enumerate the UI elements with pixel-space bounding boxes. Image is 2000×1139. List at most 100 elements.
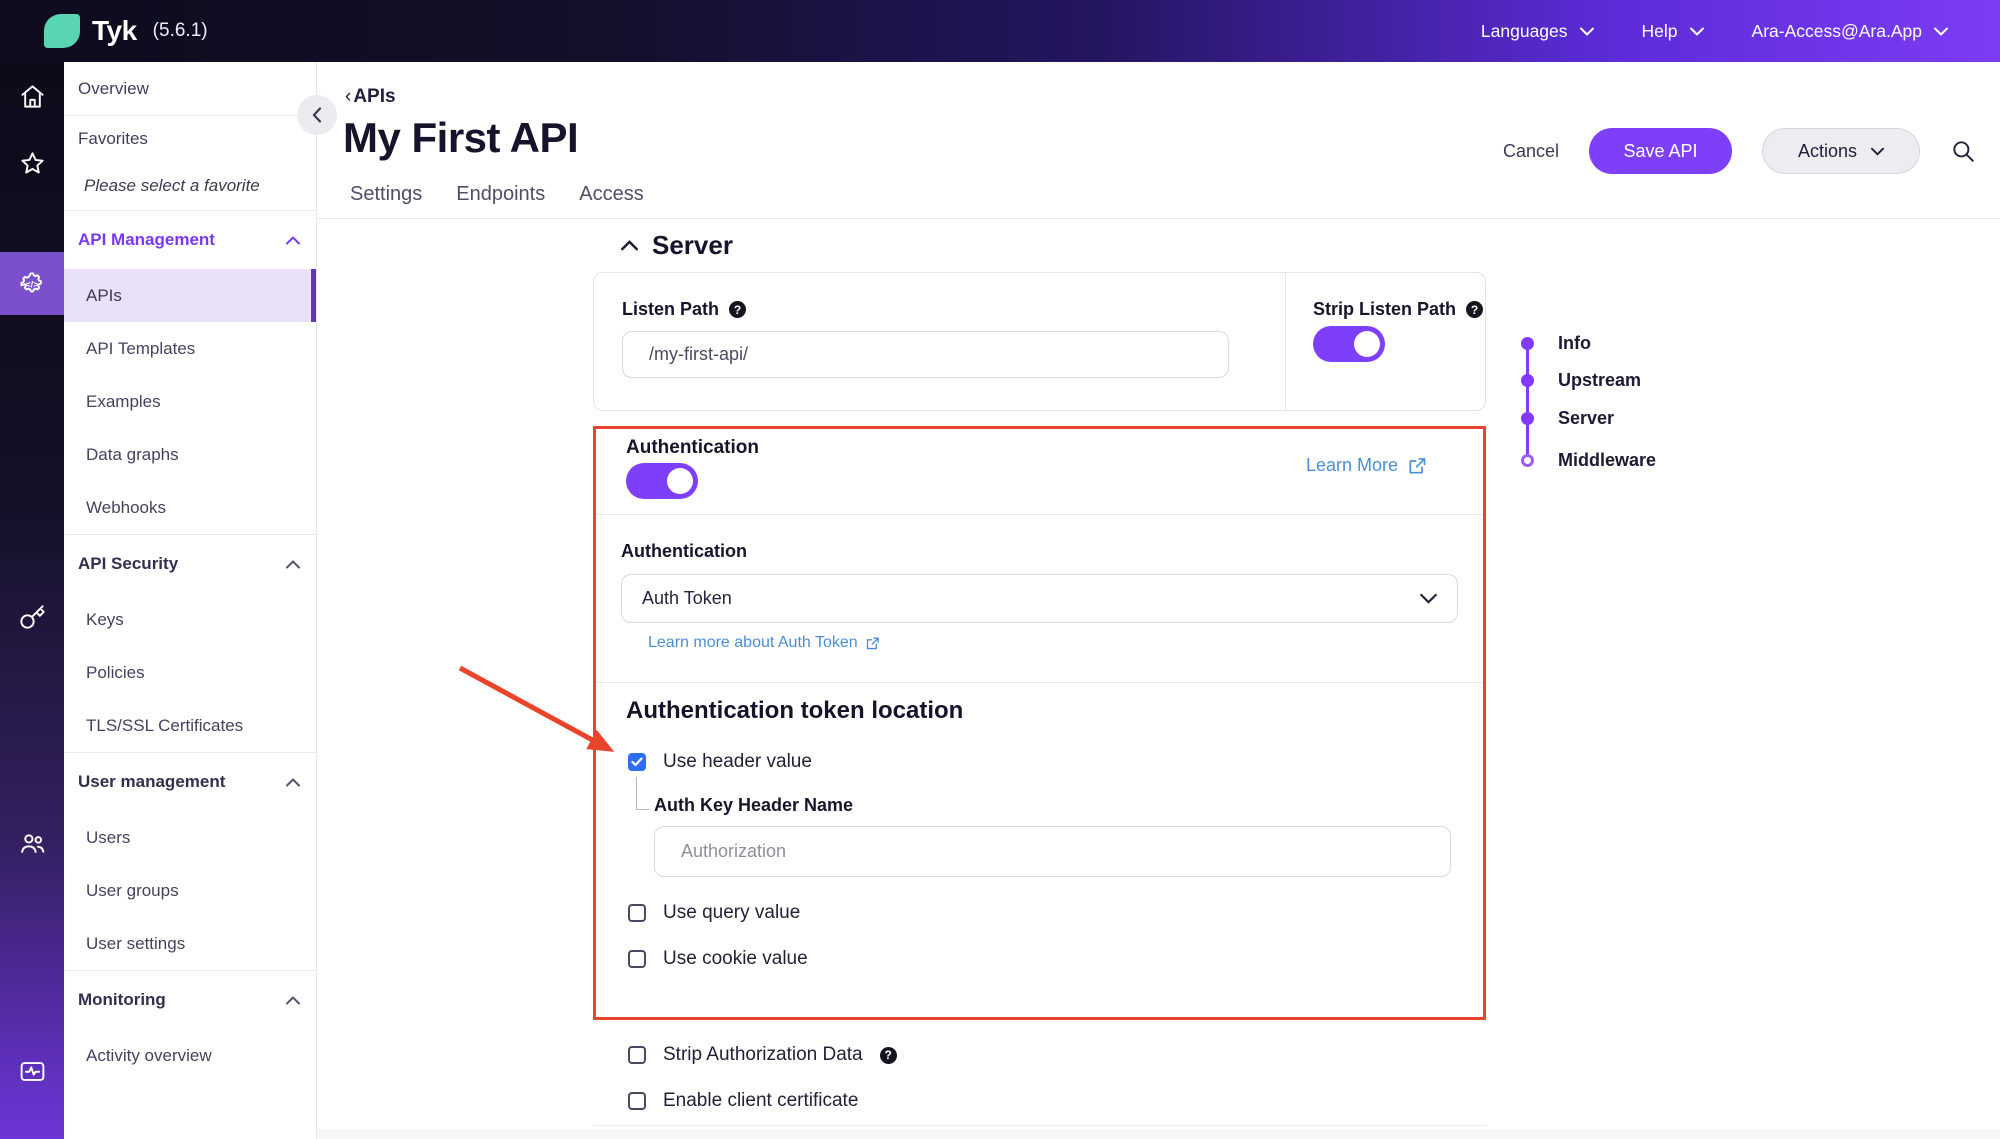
stepper-dot-filled bbox=[1521, 411, 1534, 425]
divider bbox=[596, 682, 1483, 683]
help-menu[interactable]: Help bbox=[1642, 21, 1704, 42]
enable-client-certificate-checkbox[interactable] bbox=[628, 1092, 646, 1110]
header-actions: Cancel Save API Actions bbox=[1503, 128, 1976, 174]
sidebar-item-webhooks[interactable]: Webhooks bbox=[86, 497, 167, 517]
divider bbox=[64, 970, 316, 971]
top-menus: Languages Help Ara-Access@Ara.App bbox=[1481, 21, 1948, 42]
page-header: ‹ APIs My First API Settings Endpoints Ac… bbox=[317, 62, 2000, 219]
use-header-value-checkbox[interactable] bbox=[628, 753, 646, 771]
auth-key-header-name-label: Auth Key Header Name bbox=[654, 795, 854, 815]
stepper-item-middleware[interactable]: Middleware bbox=[1521, 449, 1656, 471]
chevron-up-icon bbox=[286, 995, 300, 1004]
sidebar-item-user-groups[interactable]: User groups bbox=[86, 880, 179, 900]
tab-settings[interactable]: Settings bbox=[350, 183, 423, 205]
tab-endpoints[interactable]: Endpoints bbox=[456, 183, 546, 205]
brand-name: Tyk bbox=[92, 15, 137, 46]
brand-version: (5.6.1) bbox=[152, 20, 208, 41]
account-menu[interactable]: Ara-Access@Ara.App bbox=[1752, 21, 1948, 42]
divider bbox=[593, 1125, 1486, 1126]
authentication-select[interactable]: Auth Token bbox=[621, 574, 1458, 623]
external-link-icon bbox=[866, 637, 879, 649]
strip-authorization-data-checkbox[interactable] bbox=[628, 1046, 646, 1064]
breadcrumb[interactable]: ‹ APIs bbox=[345, 86, 396, 107]
stepper-dot-hollow bbox=[1521, 453, 1534, 467]
check-icon bbox=[631, 757, 643, 767]
languages-menu[interactable]: Languages bbox=[1481, 21, 1594, 42]
divider bbox=[1285, 273, 1286, 410]
sidebar-item-keys[interactable]: Keys bbox=[86, 609, 124, 629]
api-management-gear-icon[interactable]: </> bbox=[0, 262, 64, 306]
token-location-heading: Authentication token location bbox=[626, 697, 964, 724]
icon-rail-active-indicator bbox=[0, 252, 64, 315]
use-query-value-row: Use query value bbox=[628, 902, 800, 924]
server-section-title: Server bbox=[652, 230, 733, 260]
listen-path-input[interactable] bbox=[622, 331, 1229, 378]
learn-more-link[interactable]: Learn More bbox=[1306, 455, 1427, 476]
sidebar-group-user-management[interactable]: User management bbox=[64, 753, 316, 811]
stepper-item-info[interactable]: Info bbox=[1521, 332, 1591, 354]
monitoring-activity-icon[interactable] bbox=[0, 1049, 64, 1093]
external-link-icon bbox=[1409, 457, 1426, 473]
sidebar-item-examples[interactable]: Examples bbox=[86, 391, 161, 411]
star-icon[interactable] bbox=[0, 141, 64, 185]
divider bbox=[64, 534, 316, 535]
sidebar-group-monitoring[interactable]: Monitoring bbox=[64, 971, 316, 1029]
chevron-up-icon bbox=[621, 240, 638, 251]
server-section-header[interactable]: Server bbox=[621, 230, 733, 261]
help-icon[interactable]: ? bbox=[1466, 301, 1484, 318]
section-stepper: Info Upstream Server Middleware bbox=[1521, 332, 1741, 482]
sidebar-item-favorites[interactable]: Favorites bbox=[78, 129, 148, 148]
sidebar-item-tls-ssl-certificates[interactable]: TLS/SSL Certificates bbox=[86, 715, 244, 735]
search-icon[interactable] bbox=[1950, 138, 1976, 164]
divider bbox=[596, 514, 1483, 515]
user-management-users-icon[interactable] bbox=[0, 821, 64, 865]
tab-access[interactable]: Access bbox=[579, 183, 644, 205]
help-icon[interactable]: ? bbox=[879, 1046, 897, 1064]
collapse-sidebar-button[interactable] bbox=[297, 95, 337, 135]
sidebar-group-api-security[interactable]: API Security bbox=[64, 535, 316, 593]
favorites-empty-note: Please select a favorite bbox=[84, 176, 260, 195]
help-icon[interactable]: ? bbox=[729, 301, 747, 318]
sidebar-item-apis[interactable]: APIs bbox=[64, 269, 316, 322]
strip-listen-path-toggle[interactable] bbox=[1313, 326, 1385, 362]
sidebar-item-activity-overview[interactable]: Activity overview bbox=[86, 1045, 212, 1065]
sidebar-item-users[interactable]: Users bbox=[86, 827, 131, 847]
sidebar-item-data-graphs[interactable]: Data graphs bbox=[86, 444, 179, 464]
sidebar-item-api-templates[interactable]: API Templates bbox=[86, 338, 196, 358]
page-title: My First API bbox=[343, 114, 579, 161]
divider bbox=[64, 210, 316, 211]
stepper-item-server[interactable]: Server bbox=[1521, 407, 1614, 429]
sidebar-item-user-settings[interactable]: User settings bbox=[86, 933, 186, 953]
server-card: Listen Path ? Strip Listen Path ? bbox=[593, 272, 1486, 411]
chevron-down-icon bbox=[1579, 27, 1594, 36]
api-security-key-icon[interactable] bbox=[0, 595, 64, 639]
connector-line bbox=[636, 777, 637, 809]
actions-button[interactable]: Actions bbox=[1762, 128, 1920, 174]
tyk-logo-icon bbox=[44, 14, 80, 48]
stepper-line bbox=[1526, 343, 1529, 460]
stepper-dot-filled bbox=[1521, 336, 1534, 350]
cancel-button[interactable]: Cancel bbox=[1502, 140, 1559, 161]
enable-client-certificate-row: Enable client certificate bbox=[628, 1090, 858, 1112]
sidebar-group-api-management[interactable]: API Management bbox=[64, 211, 316, 269]
page-bottom-strip bbox=[317, 1129, 2000, 1139]
chevron-down-icon bbox=[1420, 593, 1437, 604]
sidebar-item-overview[interactable]: Overview bbox=[78, 78, 149, 98]
stepper-item-upstream[interactable]: Upstream bbox=[1521, 369, 1641, 391]
authentication-toggle-label: Authentication bbox=[626, 437, 759, 458]
save-api-button[interactable]: Save API bbox=[1589, 128, 1732, 174]
authentication-toggle[interactable] bbox=[626, 463, 698, 499]
home-icon[interactable] bbox=[0, 74, 64, 118]
learn-more-auth-token-link[interactable]: Learn more about Auth Token bbox=[648, 634, 880, 652]
listen-path-label: Listen Path ? bbox=[622, 299, 747, 320]
strip-authorization-data-row: Strip Authorization Data ? bbox=[628, 1044, 897, 1066]
tab-bar: Settings Endpoints Access bbox=[350, 183, 644, 210]
main-content: ‹ APIs My First API Settings Endpoints Ac… bbox=[317, 62, 2000, 1139]
sidebar-item-policies[interactable]: Policies bbox=[86, 662, 145, 682]
auth-key-header-name-input[interactable] bbox=[654, 826, 1451, 877]
chevron-down-icon bbox=[1871, 147, 1885, 156]
chevron-up-icon bbox=[286, 777, 300, 786]
use-query-value-checkbox[interactable] bbox=[628, 904, 646, 922]
use-cookie-value-checkbox[interactable] bbox=[628, 950, 646, 968]
brand[interactable]: Tyk (5.6.1) bbox=[44, 14, 208, 48]
